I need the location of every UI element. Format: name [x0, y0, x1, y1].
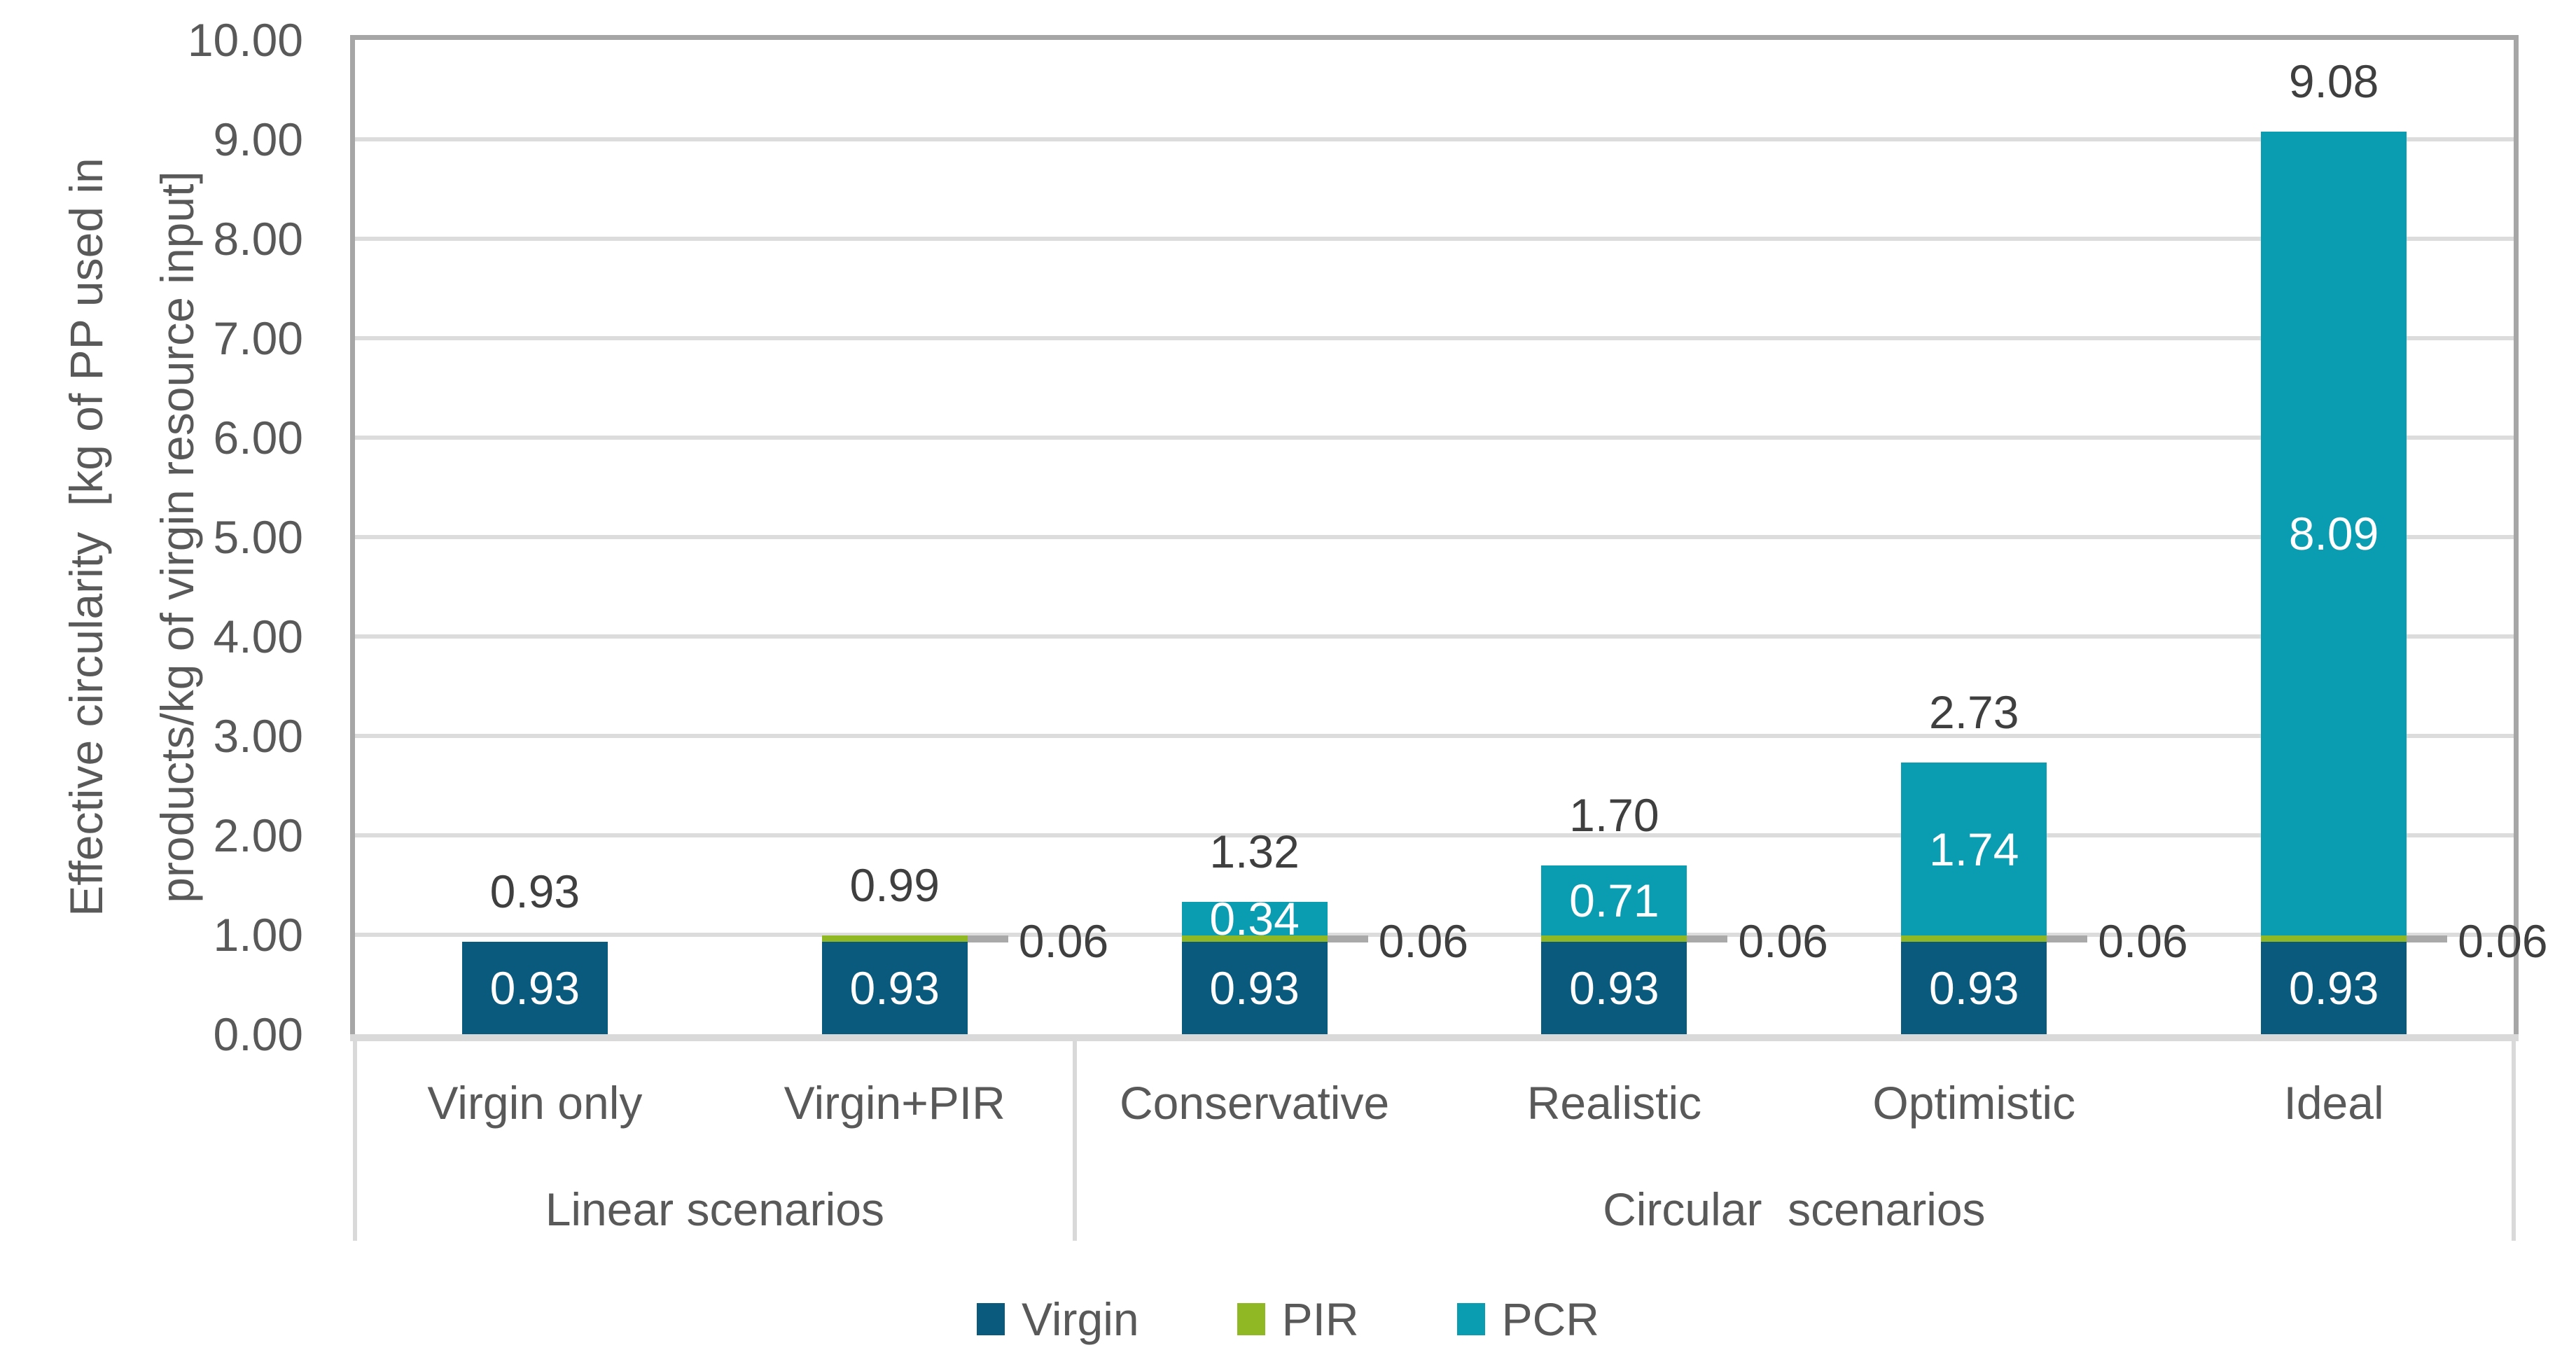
total-label-optimistic: 2.73: [1929, 686, 2019, 739]
leader-line-virgin-pir: [967, 935, 1008, 942]
bar-segment-pir-realistic: [1541, 935, 1687, 942]
callout-label-optimistic: 0.06: [2098, 914, 2188, 967]
gridline: [355, 933, 2514, 937]
segment-label-virgin-virgin-only: 0.93: [489, 961, 580, 1014]
legend: Virgin PIR PCR: [0, 1290, 2576, 1349]
total-label-virgin-pir: 0.99: [849, 859, 940, 912]
y-tick-label: 7.00: [213, 312, 303, 364]
bar-segment-virgin-ideal: [2261, 941, 2407, 1034]
gridline: [355, 734, 2514, 738]
segment-label-pcr-ideal: 8.09: [2288, 508, 2379, 560]
y-tick-label: 1.00: [213, 909, 303, 961]
category-label-optimistic: Optimistic: [1872, 1077, 2076, 1129]
bar-segment-pir-ideal: [2261, 935, 2407, 942]
y-tick-label: 4.00: [213, 611, 303, 662]
y-tick-label: 3.00: [213, 710, 303, 762]
legend-item-pcr: PCR: [1456, 1290, 1599, 1349]
gridline: [355, 535, 2514, 539]
segment-label-pcr-realistic: 0.71: [1569, 875, 1659, 926]
bar-segment-pcr-conservative: [1181, 902, 1328, 936]
bar-segment-virgin-realistic: [1541, 941, 1687, 1034]
category-label-ideal: Ideal: [2283, 1077, 2384, 1129]
y-tick-label: 5.00: [213, 511, 303, 563]
callout-label-conservative: 0.06: [1378, 914, 1469, 967]
leader-line-ideal: [2407, 935, 2448, 942]
gridline: [355, 436, 2514, 440]
total-label-realistic: 1.70: [1569, 788, 1659, 841]
category-label-virgin-only: Virgin only: [427, 1077, 643, 1129]
segment-label-virgin-ideal: 0.93: [2288, 961, 2379, 1014]
plot-border-right: [2514, 35, 2519, 1034]
segment-label-virgin-conservative: 0.93: [1209, 961, 1300, 1014]
segment-label-pcr-conservative: 0.34: [1209, 893, 1300, 945]
category-divider: [353, 1034, 357, 1241]
total-label-conservative: 1.32: [1209, 826, 1300, 878]
legend-label-pir: PIR: [1281, 1293, 1359, 1345]
total-label-virgin-only: 0.93: [489, 865, 580, 917]
category-divider: [1072, 1034, 1077, 1241]
bar-segment-pir-optimistic: [1901, 935, 2047, 942]
bar-segment-pcr-realistic: [1541, 865, 1687, 936]
gridline: [355, 137, 2514, 141]
gridline: [355, 336, 2514, 340]
segment-label-virgin-virgin-pir: 0.93: [849, 961, 940, 1014]
legend-marker-pir-icon: [1237, 1303, 1265, 1335]
category-label-conservative: Conservative: [1119, 1077, 1390, 1129]
y-tick-label: 8.00: [213, 213, 303, 265]
leader-line-conservative: [1327, 935, 1368, 942]
bar-segment-pir-conservative: [1181, 935, 1328, 942]
gridline: [355, 833, 2514, 837]
legend-label-virgin: Virgin: [1022, 1293, 1139, 1345]
bar-segment-pcr-ideal: [2261, 131, 2407, 936]
group-label-linear-scenarios: Linear scenarios: [545, 1183, 884, 1235]
segment-label-virgin-optimistic: 0.93: [1929, 961, 2019, 1014]
y-tick-label: 9.00: [213, 113, 303, 165]
category-divider: [2512, 1034, 2516, 1241]
category-label-virgin-pir: Virgin+PIR: [784, 1077, 1005, 1129]
leader-line-realistic: [1687, 935, 1728, 942]
legend-marker-virgin-icon: [977, 1303, 1005, 1335]
callout-label-virgin-pir: 0.06: [1018, 914, 1109, 967]
group-label-circular-scenarios: Circular scenarios: [1603, 1183, 1986, 1235]
gridline: [355, 634, 2514, 639]
y-tick-label: 6.00: [213, 412, 303, 464]
y-tick-label: 10.00: [187, 14, 303, 66]
segment-label-virgin-realistic: 0.93: [1569, 961, 1659, 1014]
bar-segment-virgin-virgin-only: [461, 941, 608, 1034]
callout-label-ideal: 0.06: [2458, 914, 2548, 967]
legend-marker-pcr-icon: [1456, 1303, 1485, 1335]
bar-segment-virgin-virgin-pir: [821, 941, 968, 1034]
leader-line-optimistic: [2047, 935, 2088, 942]
callout-label-realistic: 0.06: [1738, 914, 1828, 967]
gridline: [355, 237, 2514, 241]
legend-item-virgin: Virgin: [977, 1290, 1139, 1349]
bar-segment-virgin-optimistic: [1901, 941, 2047, 1034]
category-label-realistic: Realistic: [1526, 1077, 1702, 1129]
total-label-ideal: 9.08: [2288, 55, 2379, 107]
bar-segment-pir-virgin-pir: [821, 935, 968, 942]
y-tick-label: 2.00: [213, 809, 303, 861]
plot-border-left: [350, 35, 355, 1034]
legend-item-pir: PIR: [1237, 1290, 1359, 1349]
legend-label-pcr: PCR: [1501, 1293, 1599, 1345]
bar-segment-virgin-conservative: [1181, 941, 1328, 1034]
x-axis-line: [350, 1034, 2519, 1041]
bar-segment-pcr-optimistic: [1901, 763, 2047, 936]
plot-border-top: [350, 35, 2519, 40]
y-tick-label: 0.00: [213, 1008, 303, 1060]
segment-label-pcr-optimistic: 1.74: [1929, 823, 2019, 875]
